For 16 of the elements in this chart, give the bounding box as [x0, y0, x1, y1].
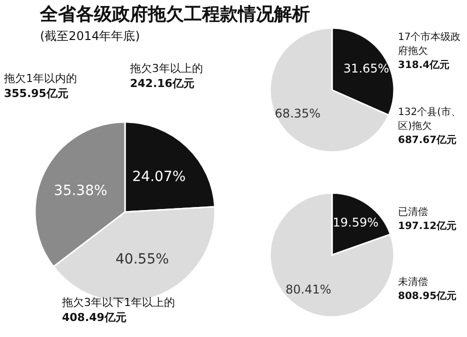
- value-label: 24.07%: [132, 169, 186, 185]
- category-label: 已清偿 197.12亿元: [398, 207, 457, 232]
- category-label: 未清偿 808.95亿元: [398, 277, 457, 302]
- value-label: 80.41%: [286, 282, 332, 296]
- category-label: 132个县(市、区)拖欠 687.67亿元: [398, 107, 461, 146]
- category-label: 17个市本级政府拖欠 318.4亿元: [398, 32, 461, 71]
- value-label: 31.65%: [343, 62, 390, 76]
- value-label: 35.38%: [54, 183, 108, 200]
- category-label: 拖欠3年以上的 242.16亿元: [130, 62, 203, 90]
- subtitle: (截至2014年年底): [40, 29, 140, 43]
- value-label: 68.35%: [274, 106, 321, 120]
- category-label: 拖欠3年以下1年以上的 408.49亿元: [62, 296, 175, 324]
- title: 全省各级政府拖欠工程款情况解析: [40, 4, 310, 25]
- category-label: 拖欠1年以内的 355.95亿元: [4, 72, 77, 100]
- value-label: 19.59%: [332, 216, 378, 230]
- value-label: 40.55%: [116, 251, 169, 268]
